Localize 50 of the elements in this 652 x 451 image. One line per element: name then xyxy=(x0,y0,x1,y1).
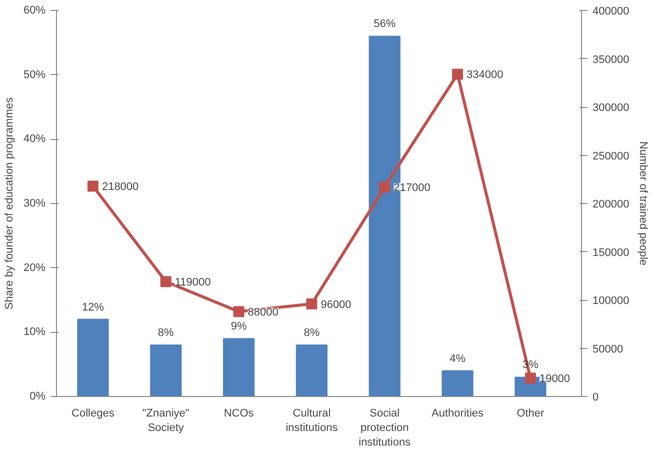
data-label: 88000 xyxy=(248,306,278,319)
data-label: 217000 xyxy=(394,182,430,194)
bar xyxy=(77,318,109,396)
y2-tick-label: 250000 xyxy=(592,150,630,162)
x-tick-label: Colleges xyxy=(72,408,115,420)
point xyxy=(87,180,98,192)
bar xyxy=(296,344,328,396)
point xyxy=(379,182,390,193)
y2-tick-label: 300000 xyxy=(592,102,630,114)
x-tick-label: NCOs xyxy=(224,408,254,420)
y2-tick-label: 0 xyxy=(592,392,599,404)
y-tick-label: 30% xyxy=(23,198,46,210)
y-tick-label: 60% xyxy=(23,4,46,16)
x-tick-label: "Znaniye" Society xyxy=(142,408,190,434)
data-label: 4% xyxy=(450,352,466,365)
y-tick-label: 40% xyxy=(23,133,46,146)
y-axis-title: Share by founder of education programmes xyxy=(3,96,16,310)
y2-tick-label: 400000 xyxy=(592,6,630,18)
x-tick-label: Other xyxy=(516,408,545,420)
point xyxy=(524,372,536,384)
point xyxy=(452,68,464,80)
y2-tick-label: 200000 xyxy=(592,198,630,210)
point xyxy=(233,306,244,318)
y2-tick-label: 150000 xyxy=(592,246,630,259)
y2-axis-title: Number of trained people xyxy=(637,141,650,266)
y-tick-label: 10% xyxy=(23,326,46,338)
data-label: 96000 xyxy=(320,298,352,311)
data-label: 9% xyxy=(230,320,247,333)
y2-tick-label: 350000 xyxy=(592,54,630,66)
data-label: 19000 xyxy=(539,373,570,386)
data-label: 56% xyxy=(374,18,396,30)
data-label: 334000 xyxy=(466,69,504,82)
x-tick-label: Authorities xyxy=(432,408,484,420)
y2-tick-label: 100000 xyxy=(592,295,630,307)
data-label: 12% xyxy=(82,301,104,314)
point xyxy=(306,298,318,310)
data-label: 8% xyxy=(304,327,320,340)
x-tick-label: Cultural institutions xyxy=(286,408,338,434)
y-tick-label: 50% xyxy=(23,68,46,81)
bar xyxy=(150,344,182,396)
bar xyxy=(442,370,474,396)
data-label: 218000 xyxy=(102,181,139,194)
point xyxy=(160,276,172,288)
x-tick-label: Social protection institutions xyxy=(358,408,412,448)
y2-tick-label: 50000 xyxy=(592,343,624,356)
y-tick-label: 0% xyxy=(30,390,46,402)
bar xyxy=(222,338,255,396)
data-label: 8% xyxy=(158,327,174,340)
data-label: 119000 xyxy=(174,276,211,289)
y-tick-label: 20% xyxy=(23,262,46,274)
